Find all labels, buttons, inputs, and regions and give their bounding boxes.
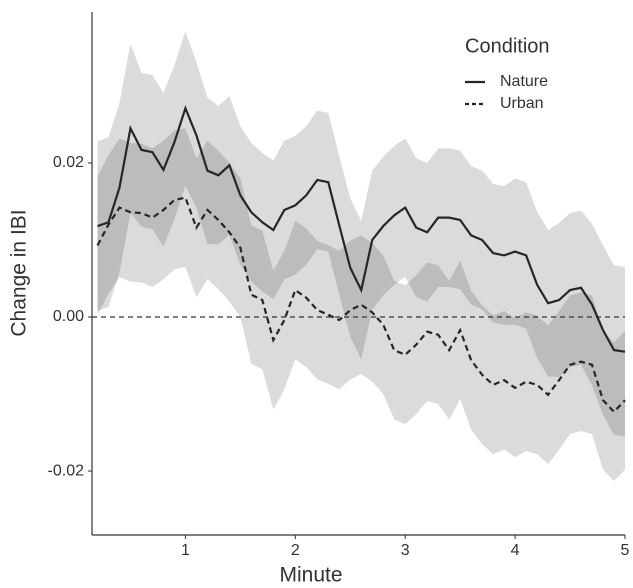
series-line: [97, 105, 626, 353]
x-tick-label: 2: [291, 542, 300, 559]
x-tick-label: 4: [511, 542, 520, 559]
legend-title: Condition: [465, 35, 550, 57]
confidence-band: [97, 31, 625, 437]
y-tick-label: 0.02: [53, 154, 84, 171]
y-axis-title: Change in IBI: [8, 209, 31, 336]
x-tick-label: 5: [621, 542, 630, 559]
x-tick-label: 1: [181, 542, 190, 559]
legend-label: Urban: [500, 95, 544, 112]
legend-label: Nature: [500, 73, 548, 90]
y-tick-label: -0.02: [48, 462, 85, 479]
confidence-band: [97, 128, 625, 482]
y-tick-label: 0.00: [53, 308, 84, 325]
x-axis-title: Minute: [279, 564, 342, 587]
x-tick-label: 3: [401, 542, 410, 559]
